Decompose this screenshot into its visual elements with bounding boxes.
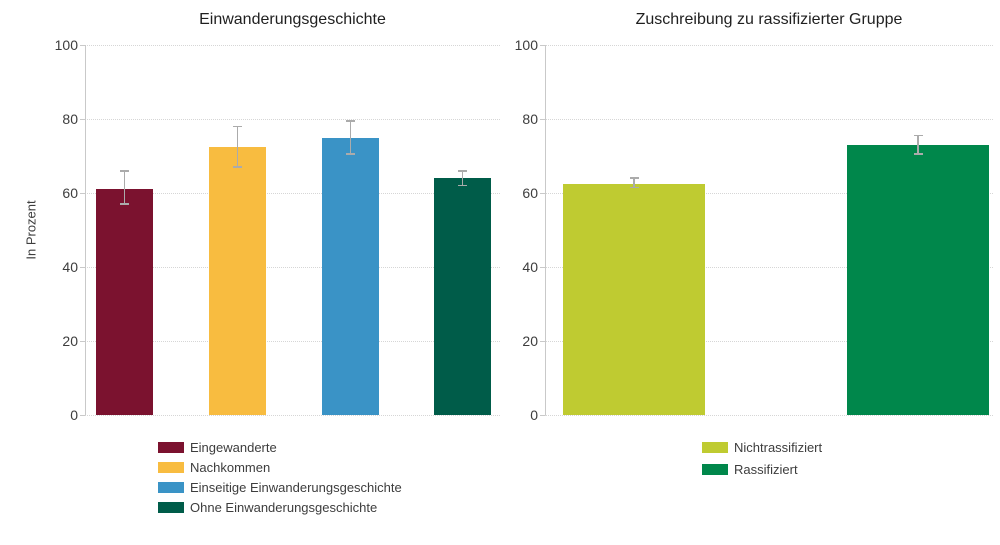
legend-item-nachkommen: Nachkommen [158,459,271,475]
gridline-80 [545,118,993,120]
y-axis-label: In Prozent [23,200,39,260]
bar-ohne-einwanderungsgeschichte [434,178,491,415]
legend-swatch-rassifiziert [702,463,728,475]
y-tick-label-20: 20 [62,333,78,349]
legend-label-rassifiziert: Rassifiziert [734,461,798,477]
error-bar-cap-bottom-ohne-einwanderungsgeschichte [458,184,467,187]
legend-swatch-einseitige-einwanderungsgeschichte [158,481,184,493]
gridline-60 [545,192,993,194]
gridline-0 [545,414,993,416]
legend-swatch-nichtrassifiziert [702,441,728,453]
y-tick-mark-20 [540,340,545,342]
error-bar-line-ohne-einwanderungsgeschichte [461,170,464,186]
legend-item-ohne-einwanderungsgeschichte: Ohne Einwanderungsgeschichte [158,499,378,515]
error-bar-cap-bottom-einseitige-einwanderungsgeschichte [346,153,355,155]
gridline-40 [545,266,993,268]
y-tick-mark-100 [80,44,85,46]
y-tick-mark-0 [80,414,85,416]
legend-swatch-nachkommen [158,461,184,473]
bar-einseitige-einwanderungsgeschichte [322,137,379,415]
y-axis-line [85,45,86,415]
error-bar-cap-bottom-rassifiziert [913,153,923,155]
legend-label-einseitige-einwanderungsgeschichte: Einseitige Einwanderungsgeschichte [190,479,402,495]
gridline-0 [85,414,500,416]
legend-item-nichtrassifiziert: Nichtrassifiziert [702,439,823,455]
y-tick-mark-100 [540,44,545,46]
legend-swatch-ohne-einwanderungsgeschichte [158,501,184,513]
gridline-20 [85,340,500,342]
y-tick-mark-40 [540,266,545,268]
error-bar-cap-bottom-nichtrassifiziert [629,186,639,189]
y-tick-label-60: 60 [522,185,538,201]
error-bar-cap-top-nachkommen [233,125,242,128]
y-tick-label-80: 80 [62,111,78,127]
legend-label-ohne-einwanderungsgeschichte: Ohne Einwanderungsgeschichte [190,499,378,515]
error-bar-cap-top-eingewanderte [120,170,129,172]
gridline-80 [85,118,500,120]
legend-label-nichtrassifiziert: Nichtrassifiziert [734,439,823,455]
bar-nichtrassifiziert [563,183,705,415]
gridline-100 [85,44,500,46]
error-bar-cap-top-nichtrassifiziert [629,177,639,179]
error-bar-line-eingewanderte [123,170,126,205]
bar-nachkommen [209,146,266,415]
gridline-20 [545,340,993,342]
error-bar-line-rassifiziert [917,135,919,155]
y-tick-label-100: 100 [54,37,78,53]
y-tick-mark-0 [540,414,545,416]
error-bar-line-nachkommen [236,126,239,168]
error-bar-line-einseitige-einwanderungsgeschichte [349,120,352,155]
error-bar-cap-bottom-nachkommen [233,166,242,168]
y-tick-mark-40 [80,266,85,268]
panel-title-rassifizierte-gruppe: Zuschreibung zu rassifizierter Gruppe [635,11,903,28]
gridline-100 [545,44,993,46]
y-tick-mark-80 [540,118,545,120]
error-bar-cap-top-rassifiziert [913,134,923,137]
error-bar-cap-bottom-eingewanderte [120,203,129,205]
y-tick-label-80: 80 [522,111,538,127]
y-tick-label-100: 100 [514,37,538,53]
y-tick-label-60: 60 [62,185,78,201]
y-tick-label-0: 0 [70,407,78,423]
panel-title-einwanderungsgeschichte: Einwanderungsgeschichte [199,11,386,28]
bar-eingewanderte [96,189,153,415]
legend-swatch-eingewanderte [158,441,184,453]
y-axis-line [545,45,546,415]
y-tick-label-0: 0 [530,407,538,423]
gridline-40 [85,266,500,268]
gridline-60 [85,192,500,194]
legend-label-nachkommen: Nachkommen [190,459,271,475]
y-tick-label-20: 20 [522,333,538,349]
y-tick-label-40: 40 [62,259,78,275]
legend-item-eingewanderte: Eingewanderte [158,439,277,455]
legend-label-eingewanderte: Eingewanderte [190,439,277,455]
y-tick-mark-20 [80,340,85,342]
bar-rassifiziert [847,144,989,415]
legend-item-rassifiziert: Rassifiziert [702,461,798,477]
error-bar-line-nichtrassifiziert [633,178,635,188]
y-tick-mark-80 [80,118,85,120]
y-tick-mark-60 [80,192,85,194]
y-tick-label-40: 40 [522,259,538,275]
legend-item-einseitige-einwanderungsgeschichte: Einseitige Einwanderungsgeschichte [158,479,402,495]
y-tick-mark-60 [540,192,545,194]
error-bar-cap-top-einseitige-einwanderungsgeschichte [346,120,355,122]
error-bar-cap-top-ohne-einwanderungsgeschichte [458,170,467,172]
